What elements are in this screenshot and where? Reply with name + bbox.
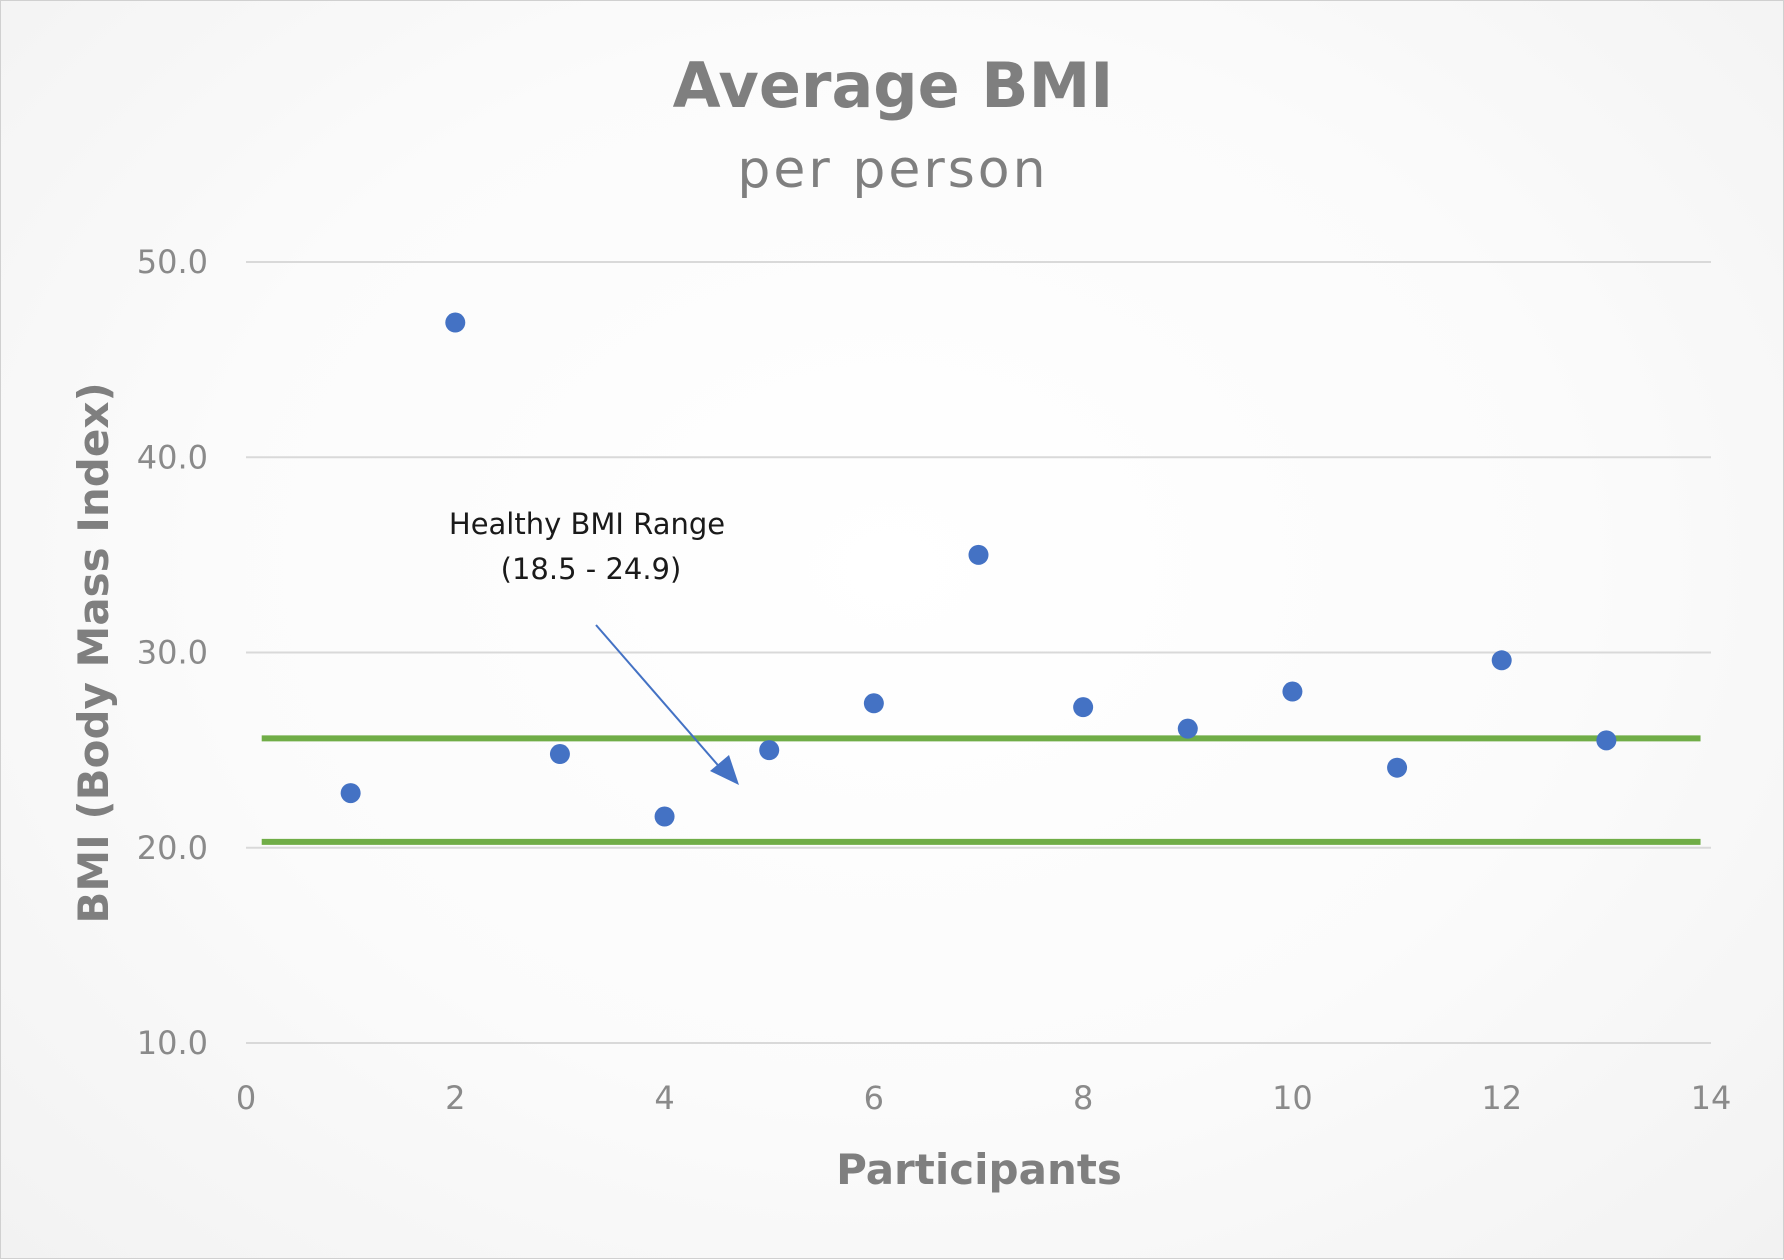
data-point-10 xyxy=(1282,681,1303,702)
x-tick-label: 12 xyxy=(1481,1079,1522,1117)
data-point-11 xyxy=(1387,757,1408,778)
data-point-5 xyxy=(759,740,780,761)
x-axis-title: Participants xyxy=(836,1145,1122,1194)
chart-title: Average BMI xyxy=(673,49,1114,122)
y-tick-label: 40.0 xyxy=(137,438,208,476)
data-point-9 xyxy=(1177,718,1198,739)
y-tick-label: 30.0 xyxy=(137,634,208,672)
y-axis-ticks: 10.0 20.0 30.0 40.0 50.0 xyxy=(137,243,208,1062)
data-point-8 xyxy=(1073,697,1094,718)
y-axis-title: BMI (Body Mass Index) xyxy=(69,382,118,923)
x-tick-label: 6 xyxy=(864,1079,884,1117)
y-tick-label: 20.0 xyxy=(137,829,208,867)
data-point-12 xyxy=(1491,650,1512,671)
annotation-line-1: Healthy BMI Range xyxy=(449,507,725,541)
gridlines xyxy=(246,261,1711,1044)
data-point-1 xyxy=(340,783,361,804)
data-point-6 xyxy=(863,693,884,714)
x-tick-label: 10 xyxy=(1272,1079,1313,1117)
data-point-7 xyxy=(968,544,989,565)
x-tick-label: 4 xyxy=(654,1079,674,1117)
chart-subtitle: per person xyxy=(737,140,1048,200)
x-tick-label: 2 xyxy=(445,1079,465,1117)
data-points xyxy=(340,312,1617,827)
y-tick-label: 10.0 xyxy=(137,1024,208,1062)
x-tick-label: 8 xyxy=(1073,1079,1093,1117)
data-point-3 xyxy=(549,744,570,765)
data-point-2 xyxy=(445,312,466,333)
y-tick-label: 50.0 xyxy=(137,243,208,281)
x-tick-label: 0 xyxy=(236,1079,256,1117)
annotation-arrow-head xyxy=(710,755,739,785)
x-tick-label: 14 xyxy=(1691,1079,1732,1117)
data-point-13 xyxy=(1596,730,1617,751)
data-point-4 xyxy=(654,806,675,827)
annotation-arrow-shaft xyxy=(595,624,724,772)
reference-lines xyxy=(261,735,1701,845)
healthy-range-annotation: Healthy BMI Range (18.5 - 24.9) xyxy=(449,507,739,785)
annotation-line-2: (18.5 - 24.9) xyxy=(501,552,682,586)
x-axis-ticks: 0 2 4 6 8 10 12 14 xyxy=(236,1079,1732,1117)
